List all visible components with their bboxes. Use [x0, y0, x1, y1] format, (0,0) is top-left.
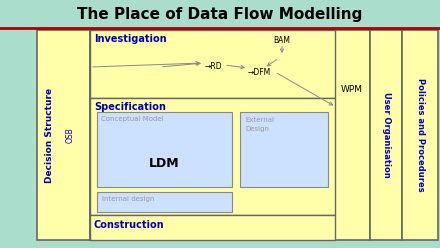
Bar: [97, 192, 232, 212]
Bar: [335, 30, 370, 240]
Bar: [97, 112, 232, 187]
Bar: [402, 30, 438, 240]
Text: Conceptual Model: Conceptual Model: [101, 116, 164, 122]
Text: OSB: OSB: [66, 127, 74, 143]
Text: Decision Structure: Decision Structure: [45, 88, 55, 183]
Text: LDM: LDM: [149, 157, 180, 170]
Text: →RD: →RD: [205, 62, 223, 71]
Text: Design: Design: [245, 126, 269, 132]
Text: User Organisation: User Organisation: [381, 92, 391, 178]
Text: Policies and Procedures: Policies and Procedures: [415, 78, 425, 192]
Text: Specification: Specification: [94, 102, 166, 112]
Bar: [90, 30, 335, 240]
Text: →DFM: →DFM: [248, 68, 271, 77]
Text: Investigation: Investigation: [94, 34, 167, 44]
Text: Construction: Construction: [94, 220, 165, 230]
Text: External: External: [245, 117, 274, 123]
Bar: [240, 112, 328, 187]
Bar: [370, 30, 402, 240]
Bar: [37, 30, 90, 240]
Bar: [90, 30, 335, 98]
Text: The Place of Data Flow Modelling: The Place of Data Flow Modelling: [77, 6, 363, 22]
Text: WPM: WPM: [341, 86, 363, 94]
Bar: [90, 215, 335, 240]
Text: Internal design: Internal design: [102, 196, 154, 202]
Text: BAM: BAM: [274, 36, 290, 45]
Bar: [90, 98, 335, 215]
